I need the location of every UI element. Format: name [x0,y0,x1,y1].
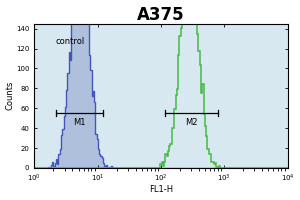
Title: A375: A375 [137,6,185,24]
Text: control: control [56,37,85,46]
Text: M2: M2 [185,118,198,127]
X-axis label: FL1-H: FL1-H [149,185,173,194]
Y-axis label: Counts: Counts [6,81,15,110]
Text: M1: M1 [73,118,86,127]
Polygon shape [34,0,287,168]
